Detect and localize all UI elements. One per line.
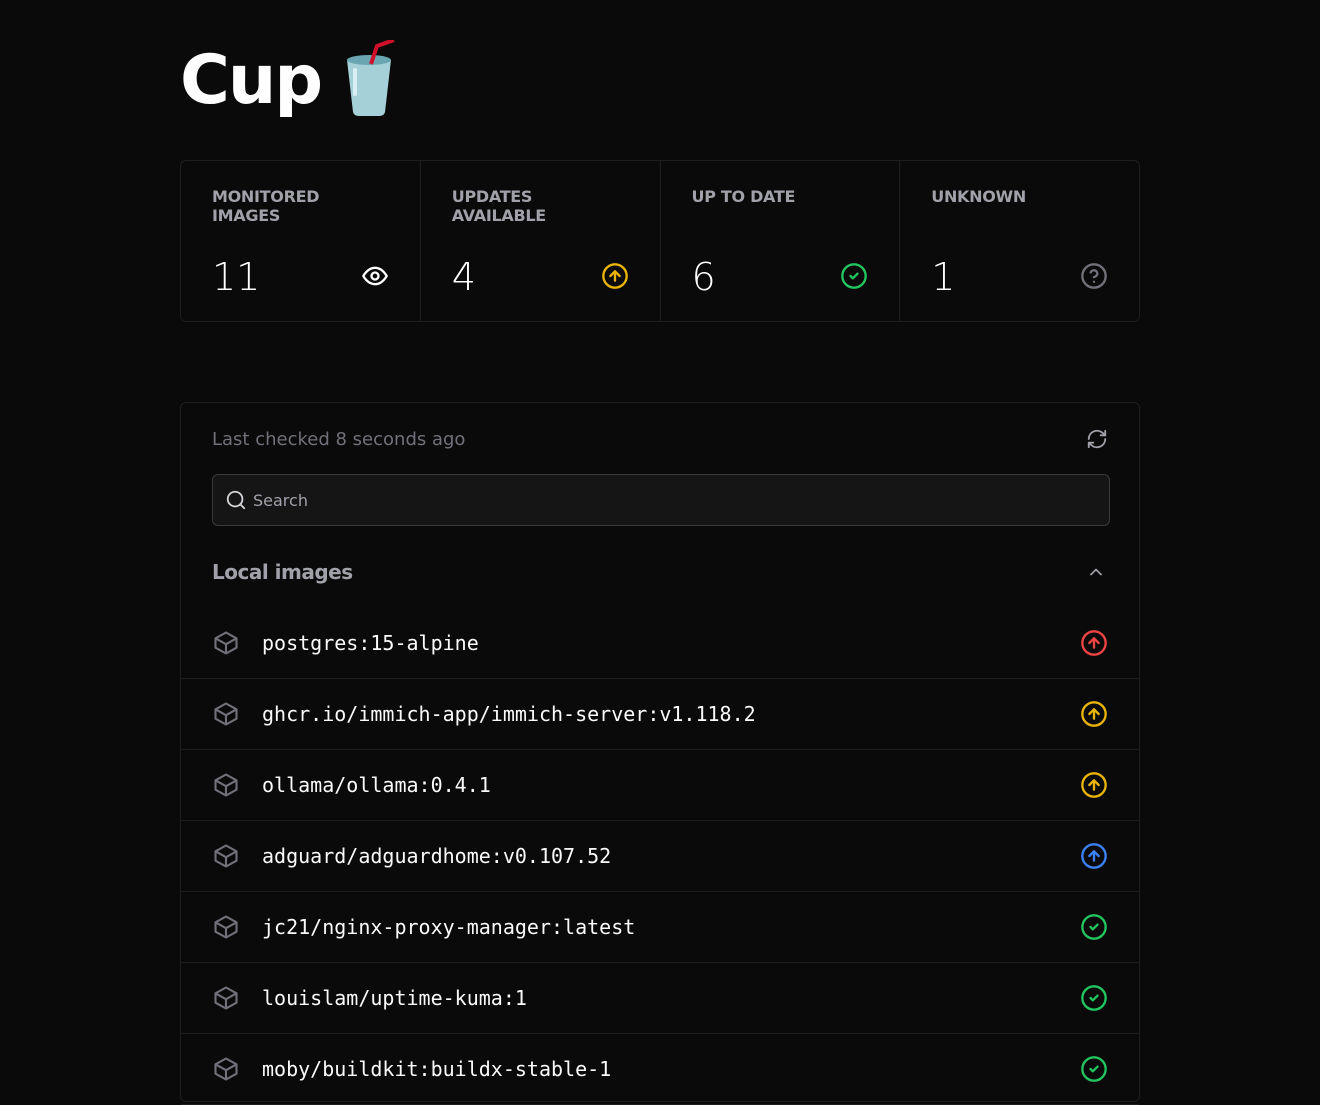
box-icon: [214, 773, 238, 797]
image-row[interactable]: adguard/adguardhome:v0.107.52: [181, 821, 1139, 892]
image-row[interactable]: postgres:15-alpine: [181, 608, 1139, 679]
stat-card: UPDATES AVAILABLE 4: [421, 161, 661, 321]
search-icon: [226, 490, 246, 510]
box-icon: [214, 631, 238, 655]
search-box[interactable]: [212, 474, 1110, 526]
image-row[interactable]: moby/buildkit:buildx-stable-1: [181, 1034, 1139, 1105]
image-name: ollama/ollama:0.4.1: [262, 773, 491, 797]
arrow-up-circle-status-icon: [1080, 629, 1108, 657]
arrow-up-circle-status-icon: [1080, 700, 1108, 728]
box-icon: [214, 986, 238, 1010]
image-row[interactable]: louislam/uptime-kuma:1: [181, 963, 1139, 1034]
stat-value: 1: [931, 255, 956, 299]
chevron-up-icon[interactable]: [1086, 562, 1106, 582]
stat-card: UP TO DATE 6: [661, 161, 901, 321]
cup-logo-icon: [347, 40, 395, 116]
stat-value: 4: [451, 255, 476, 299]
image-row[interactable]: ollama/ollama:0.4.1: [181, 750, 1139, 821]
stat-label: UPDATES AVAILABLE: [451, 187, 546, 225]
stat-label: UP TO DATE: [691, 187, 796, 206]
stat-card: MONITORED IMAGES 11: [181, 161, 421, 321]
section-title: Local images: [212, 560, 353, 584]
box-icon: [214, 844, 238, 868]
image-list: postgres:15-alpine ghcr.io/immich-app/im…: [181, 608, 1139, 1105]
image-name: jc21/nginx-proxy-manager:latest: [262, 915, 636, 939]
box-icon: [214, 702, 238, 726]
stat-label: UNKNOWN: [931, 187, 1026, 206]
image-name: louislam/uptime-kuma:1: [262, 986, 527, 1010]
eye-icon: [361, 262, 389, 290]
stat-label: MONITORED IMAGES: [212, 187, 320, 225]
box-icon: [214, 915, 238, 939]
image-name: ghcr.io/immich-app/immich-server:v1.118.…: [262, 702, 756, 726]
image-row[interactable]: jc21/nginx-proxy-manager:latest: [181, 892, 1139, 963]
stat-value: 11: [212, 255, 261, 299]
refresh-icon[interactable]: [1086, 428, 1108, 450]
image-name: adguard/adguardhome:v0.107.52: [262, 844, 612, 868]
check-circle-status-icon: [1080, 984, 1108, 1012]
app-title: Cup: [180, 40, 399, 120]
check-circle-icon: [840, 262, 868, 290]
stat-card: UNKNOWN 1: [900, 161, 1139, 321]
box-icon: [214, 1057, 238, 1081]
last-checked-text: Last checked 8 seconds ago: [212, 429, 466, 450]
images-panel: Last checked 8 seconds ago Local images …: [180, 402, 1140, 1105]
check-circle-status-icon: [1080, 913, 1108, 941]
stats-panel: MONITORED IMAGES 11 UPDATES AVAILABLE 4 …: [180, 160, 1140, 322]
stat-value: 6: [691, 255, 716, 299]
check-circle-status-icon: [1080, 1055, 1108, 1083]
search-input[interactable]: [253, 490, 1109, 510]
arrow-up-circle-status-icon: [1080, 842, 1108, 870]
image-name: postgres:15-alpine: [262, 631, 479, 655]
question-circle-icon: [1080, 262, 1108, 290]
arrow-up-circle-status-icon: [1080, 771, 1108, 799]
image-name: moby/buildkit:buildx-stable-1: [262, 1057, 612, 1081]
app-title-text: Cup: [180, 40, 323, 120]
image-row[interactable]: ghcr.io/immich-app/immich-server:v1.118.…: [181, 679, 1139, 750]
arrow-up-circle-icon: [601, 262, 629, 290]
